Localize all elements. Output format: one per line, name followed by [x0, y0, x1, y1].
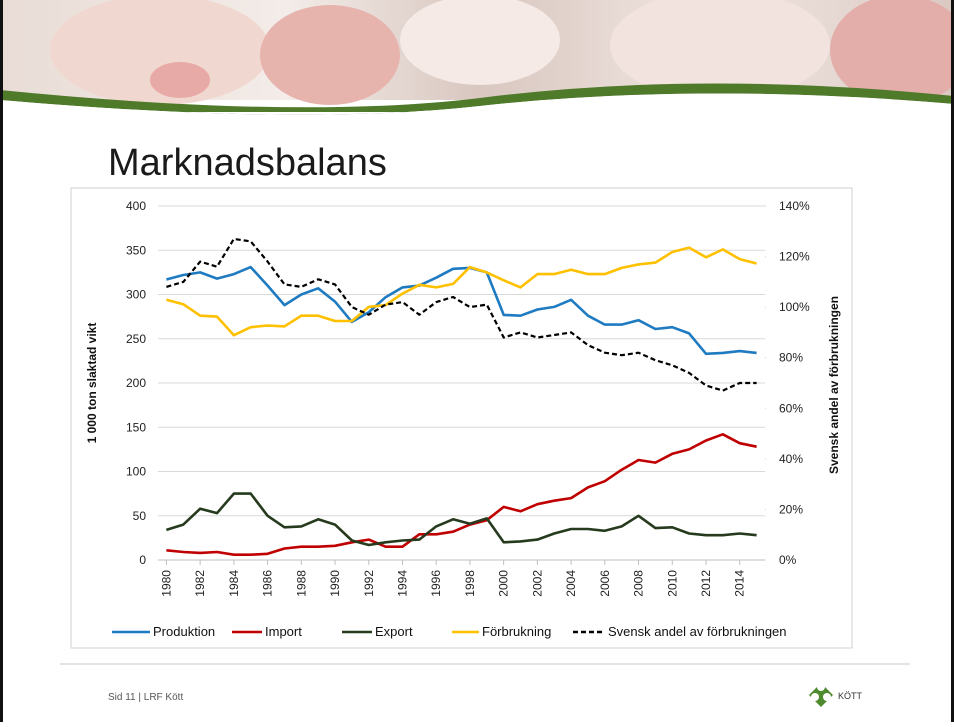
y2-tick-label: 100%	[779, 300, 810, 314]
x-tick-label: 1980	[159, 570, 173, 597]
y2-tick-label: 120%	[779, 250, 810, 264]
y-tick-label: 350	[126, 243, 146, 257]
y2-tick-label: 40%	[779, 452, 803, 466]
series-line	[166, 492, 757, 547]
banner	[0, 0, 954, 115]
x-tick-label: 1984	[227, 570, 241, 597]
y2-tick-label: 20%	[779, 502, 803, 516]
legend-label: Produktion	[153, 624, 215, 639]
y2-tick-label: 0%	[779, 553, 797, 567]
x-tick-label: 1992	[362, 570, 376, 597]
logo-text: KÖTT	[838, 691, 863, 701]
series-line	[166, 433, 757, 556]
slide-title: Marknadsbalans	[108, 142, 387, 184]
legend-label: Svensk andel av förbrukningen	[608, 624, 787, 639]
x-tick-label: 2012	[699, 570, 713, 597]
series-line	[166, 237, 757, 392]
x-tick-label: 1982	[193, 570, 207, 597]
y-tick-label: 50	[133, 509, 147, 523]
x-tick-label: 2006	[598, 570, 612, 597]
frame-right	[951, 0, 954, 722]
x-tick-label: 2002	[530, 570, 544, 597]
x-tick-label: 1988	[294, 570, 308, 597]
y2-tick-label: 80%	[779, 351, 803, 365]
y-tick-label: 400	[126, 199, 146, 213]
footer-text: Sid 11 | LRF Kött	[108, 692, 183, 703]
series-line	[166, 265, 757, 356]
x-tick-label: 2004	[564, 570, 578, 597]
y-tick-label: 300	[126, 288, 146, 302]
frame-left	[0, 0, 3, 722]
legend-label: Förbrukning	[482, 624, 551, 639]
legend-label: Import	[265, 624, 302, 639]
y-tick-label: 200	[126, 376, 146, 390]
chart-frame	[70, 187, 853, 649]
chart: 0 50 100 150 200 250 300 350 400 0% 20% 40% 60% 80% 10…	[85, 199, 841, 639]
y2-tick-label: 140%	[779, 199, 810, 213]
y-tick-label: 250	[126, 332, 146, 346]
x-tick-label: 1996	[429, 570, 443, 597]
y-axis-title: 1 000 ton slaktad vikt	[85, 323, 99, 444]
y-tick-label: 150	[126, 420, 146, 434]
x-tick-label: 1990	[328, 570, 342, 597]
y-tick-label: 100	[126, 465, 146, 479]
x-tick-label: 2000	[497, 570, 511, 597]
x-tick-label: 1998	[463, 570, 477, 597]
legend-label: Export	[375, 624, 413, 639]
y2-tick-label: 60%	[779, 401, 803, 415]
y-tick-label: 0	[139, 553, 146, 567]
x-tick-label: 2014	[733, 570, 747, 597]
series-line	[166, 246, 757, 337]
x-tick-label: 1986	[261, 570, 275, 597]
y2-axis-title: Svensk andel av förbrukningen	[827, 296, 841, 474]
x-tick-label: 2008	[632, 570, 646, 597]
logo: KÖTT	[809, 683, 863, 707]
x-tick-label: 1994	[395, 570, 409, 597]
x-tick-label: 2010	[665, 570, 679, 597]
